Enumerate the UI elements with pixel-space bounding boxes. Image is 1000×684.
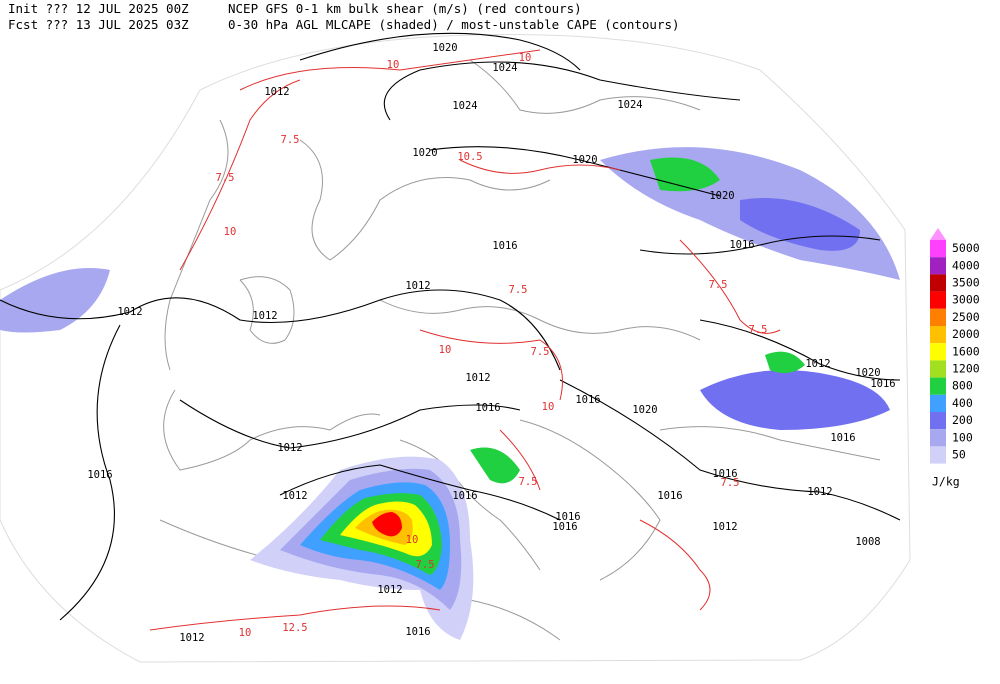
colorbar-label: 2000 (952, 327, 980, 341)
colorbar-label: 50 (952, 448, 966, 462)
colorbar-swatch (930, 429, 946, 447)
colorbar-swatch (930, 326, 946, 344)
isobar-label: 1016 (87, 469, 112, 481)
colorbar-label: 400 (952, 396, 973, 410)
shear-label: 10 (542, 401, 555, 413)
colorbar: 5000 4000 3500 3000 2500 2000 1600 1200 800 400 20… (930, 228, 980, 489)
isobar-label: 1012 (712, 521, 737, 533)
shear-contours (149, 49, 781, 631)
isobar-label: 1012 (282, 490, 307, 502)
isobar-label: 1012 (117, 306, 142, 318)
isobar-label: 1012 (277, 442, 302, 454)
fcst-label: Fcst ??? 13 JUL 2025 03Z (8, 17, 189, 32)
colorbar-swatch (930, 274, 946, 292)
shear-label: 10 (224, 226, 237, 238)
colorbar-label: 200 (952, 413, 973, 427)
isobar-label: 1016 (452, 490, 477, 502)
colorbar-swatch (930, 257, 946, 275)
shear-label: 7.5 (416, 559, 435, 571)
colorbar-unit: J/kg (932, 475, 960, 489)
colorbar-label: 4000 (952, 258, 980, 272)
isobar-label: 1012 (465, 372, 490, 384)
header: Init ??? 12 JUL 2025 00Z NCEP GFS 0-1 km… (8, 1, 680, 32)
colorbar-label: 3000 (952, 293, 980, 307)
isobar-label: 1012 (807, 486, 832, 498)
colorbar-swatch (930, 308, 946, 326)
colorbar-label: 100 (952, 430, 973, 444)
shear-label: 7.5 (216, 172, 235, 184)
isobar-label: 1016 (405, 626, 430, 638)
isobar-label: 1012 (264, 86, 289, 98)
isobar-label: 1020 (632, 404, 657, 416)
cape-shading (0, 147, 900, 640)
colorbar-label: 2500 (952, 310, 980, 324)
shear-label: 7.5 (709, 279, 728, 291)
init-label: Init ??? 12 JUL 2025 00Z (8, 1, 189, 16)
colorbar-label: 800 (952, 379, 973, 393)
isobar-label: 1016 (870, 378, 895, 390)
shear-label: 10 (439, 344, 452, 356)
colorbar-label: 5000 (952, 241, 980, 255)
shear-label: 7.5 (749, 324, 768, 336)
shear-label: 10.5 (457, 151, 482, 163)
isobar-label: 1012 (252, 310, 277, 322)
colorbar-label: 1200 (952, 362, 980, 376)
isobar-label: 1020 (709, 190, 734, 202)
isobar-label: 1016 (552, 521, 577, 533)
colorbar-swatch (930, 343, 946, 361)
isobar-label: 1008 (855, 536, 880, 548)
colorbar-swatch (930, 412, 946, 430)
map-base (0, 32, 911, 663)
colorbar-swatch (930, 446, 946, 464)
colorbar-swatch (930, 394, 946, 412)
isobar-label: 1016 (729, 239, 754, 251)
shear-label: 7.5 (721, 477, 740, 489)
shear-label: 10 (406, 534, 419, 546)
colorbar-swatch (930, 240, 946, 258)
isobar-label: 1024 (452, 100, 477, 112)
colorbar-label: 1600 (952, 344, 980, 358)
shear-label: 10 (387, 59, 400, 71)
colorbar-swatch (930, 360, 946, 378)
isobar-label: 1016 (657, 490, 682, 502)
isobar-label: 1012 (805, 358, 830, 370)
shear-label: 12.5 (282, 622, 307, 634)
isobars (0, 32, 901, 621)
isobar-label: 1016 (475, 402, 500, 414)
colorbar-label: 3500 (952, 276, 980, 290)
isobar-label: 1024 (617, 99, 642, 111)
isobar-label: 1016 (575, 394, 600, 406)
isobar-label: 1016 (492, 240, 517, 252)
shear-label: 10 (239, 627, 252, 639)
shear-label: 7.5 (531, 346, 550, 358)
isobar-label: 1020 (855, 367, 880, 379)
isobar-label: 1016 (830, 432, 855, 444)
isobar-label: 1020 (432, 42, 457, 54)
coastlines (159, 59, 881, 641)
shear-label: 7.5 (509, 284, 528, 296)
title-line-1: NCEP GFS 0-1 km bulk shear (m/s) (red co… (228, 1, 582, 16)
isobar-label: 1012 (377, 584, 402, 596)
shear-label: 10 (519, 52, 532, 64)
isobar-label: 1024 (492, 62, 517, 74)
isobar-label: 1016 (712, 468, 737, 480)
isobar-label: 1012 (179, 632, 204, 644)
colorbar-arrow (930, 228, 946, 240)
isobar-label: 1016 (555, 511, 580, 523)
title-line-2: 0-30 hPa AGL MLCAPE (shaded) / most-unst… (228, 17, 680, 32)
colorbar-swatch (930, 291, 946, 309)
shear-label: 7.5 (519, 476, 538, 488)
colorbar-swatch (930, 377, 946, 395)
isobar-label: 1020 (572, 154, 597, 166)
shear-label: 7.5 (281, 134, 300, 146)
isobar-label: 1012 (405, 280, 430, 292)
isobar-label: 1020 (412, 147, 437, 159)
